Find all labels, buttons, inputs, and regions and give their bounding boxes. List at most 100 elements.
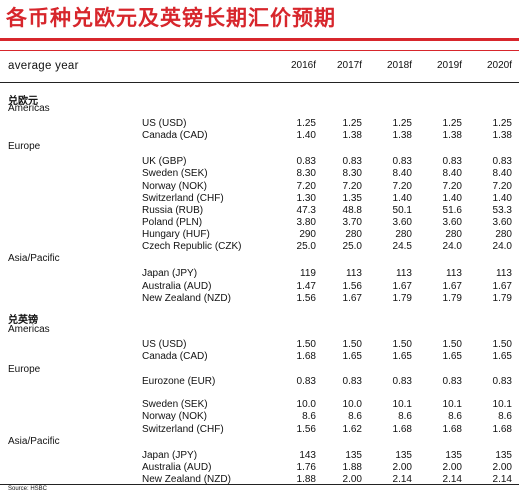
region-label: Asia/Pacific <box>8 436 60 447</box>
table-cell: 1.56 <box>296 424 316 435</box>
table-row: Poland (PLN) 3.80 3.70 3.60 3.60 3.60 <box>0 217 519 229</box>
currency-label: Eurozone (EUR) <box>142 376 216 387</box>
table-cell: 135 <box>395 450 412 461</box>
table-cell: 24.0 <box>442 241 462 252</box>
table-row: Switzerland (CHF) 1.30 1.35 1.40 1.40 1.40 <box>0 193 519 205</box>
currency-label: Sweden (SEK) <box>142 168 208 179</box>
header-bottom-rule <box>0 82 519 83</box>
table-cell: 1.40 <box>296 130 316 141</box>
table-cell: 0.83 <box>342 156 362 167</box>
table-cell: 8.6 <box>348 411 362 422</box>
table-cell: 1.65 <box>442 351 462 362</box>
table-row: Japan (JPY) 143 135 135 135 135 <box>0 450 519 462</box>
table-cell: 48.8 <box>342 205 362 216</box>
table-cell: 3.70 <box>342 217 362 228</box>
table-row: Hungary (HUF) 290 280 280 280 280 <box>0 229 519 241</box>
table-cell: 8.30 <box>296 168 316 179</box>
column-header-2020f: 2020f <box>486 60 512 71</box>
section-title: 兑英镑 <box>8 315 38 326</box>
table-row: Russia (RUB) 47.3 48.8 50.1 51.6 53.3 <box>0 205 519 217</box>
table-bottom-rule <box>0 484 519 485</box>
table-cell: 2.00 <box>442 462 462 473</box>
column-header-label: average year <box>8 60 79 72</box>
column-header-2016f: 2016f <box>290 60 316 71</box>
column-header-2019f: 2019f <box>436 60 462 71</box>
table-cell: 2.00 <box>392 462 412 473</box>
table-cell: 8.30 <box>342 168 362 179</box>
table-cell: 135 <box>445 450 462 461</box>
table-cell: 10.0 <box>296 399 316 410</box>
table-row: Eurozone (EUR) 0.83 0.83 0.83 0.83 0.83 <box>0 376 519 388</box>
table-cell: 1.67 <box>492 281 512 292</box>
table-row: US (USD) 1.25 1.25 1.25 1.25 1.25 <box>0 118 519 130</box>
table-row: Sweden (SEK) 8.30 8.30 8.40 8.40 8.40 <box>0 168 519 180</box>
table-cell: 1.65 <box>342 351 362 362</box>
currency-label: Hungary (HUF) <box>142 229 210 240</box>
table-cell: 113 <box>446 268 462 279</box>
table-cell: 1.40 <box>492 193 512 204</box>
table-cell: 1.40 <box>392 193 412 204</box>
table-cell: 1.25 <box>342 118 362 129</box>
table-cell: 8.6 <box>448 411 462 422</box>
currency-label: Norway (NOK) <box>142 181 208 192</box>
currency-label: Russia (RUB) <box>142 205 204 216</box>
table-cell: 8.6 <box>398 411 412 422</box>
currency-label: Australia (AUD) <box>142 281 212 292</box>
table-cell: 25.0 <box>296 241 316 252</box>
currency-label: Norway (NOK) <box>142 411 208 422</box>
table-cell: 8.6 <box>302 411 316 422</box>
table-cell: 3.60 <box>492 217 512 228</box>
table-cell: 8.40 <box>492 168 512 179</box>
table-cell: 135 <box>495 450 512 461</box>
region-label: Americas <box>8 103 50 114</box>
table-cell: 8.40 <box>392 168 412 179</box>
table-cell: 8.40 <box>442 168 462 179</box>
table-cell: 1.38 <box>392 130 412 141</box>
currency-label: Sweden (SEK) <box>142 399 208 410</box>
table-cell: 3.60 <box>392 217 412 228</box>
table-cell: 0.83 <box>392 156 412 167</box>
currency-label: UK (GBP) <box>142 156 187 167</box>
table-cell: 1.68 <box>296 351 316 362</box>
table-cell: 50.1 <box>392 205 412 216</box>
table-cell: 0.83 <box>492 156 512 167</box>
table-cell: 1.62 <box>342 424 362 435</box>
table-cell: 1.67 <box>392 281 412 292</box>
table-cell: 10.0 <box>342 399 362 410</box>
title-underline <box>0 38 519 41</box>
table-cell: 7.20 <box>392 181 412 192</box>
table-cell: 290 <box>299 229 316 240</box>
table-cell: 1.56 <box>296 293 316 304</box>
table-cell: 1.38 <box>342 130 362 141</box>
table-cell: 2.14 <box>392 474 412 485</box>
table-cell: 1.25 <box>442 118 462 129</box>
table-row: Switzerland (CHF) 1.56 1.62 1.68 1.68 1.68 <box>0 424 519 436</box>
currency-label: New Zealand (NZD) <box>142 293 231 304</box>
table-cell: 1.30 <box>296 193 316 204</box>
table-cell: 1.67 <box>342 293 362 304</box>
table-cell: 7.20 <box>492 181 512 192</box>
table-row: Canada (CAD) 1.40 1.38 1.38 1.38 1.38 <box>0 130 519 142</box>
table-cell: 280 <box>445 229 462 240</box>
region-label: Europe <box>8 364 41 375</box>
table-row: UK (GBP) 0.83 0.83 0.83 0.83 0.83 <box>0 156 519 168</box>
table-cell: 8.6 <box>498 411 512 422</box>
table-cell: 1.76 <box>296 462 316 473</box>
table-row: Canada (CAD) 1.68 1.65 1.65 1.65 1.65 <box>0 351 519 363</box>
table-row: New Zealand (NZD) 1.56 1.67 1.79 1.79 1.79 <box>0 293 519 305</box>
table-row: Sweden (SEK) 10.0 10.0 10.1 10.1 10.1 <box>0 399 519 411</box>
table-cell: 3.60 <box>442 217 462 228</box>
table-cell: 0.83 <box>296 376 316 387</box>
source-note: Source: HSBC <box>8 486 48 492</box>
currency-label: Czech Republic (CZK) <box>142 241 242 252</box>
region-label: Asia/Pacific <box>8 253 60 264</box>
table-cell: 2.14 <box>442 474 462 485</box>
currency-label: Switzerland (CHF) <box>142 193 224 204</box>
table-cell: 1.79 <box>392 293 412 304</box>
currency-label: Switzerland (CHF) <box>142 424 224 435</box>
table-cell: 1.88 <box>342 462 362 473</box>
table-cell: 1.50 <box>296 339 316 350</box>
table-row: Norway (NOK) 7.20 7.20 7.20 7.20 7.20 <box>0 181 519 193</box>
currency-label: Poland (PLN) <box>142 217 203 228</box>
